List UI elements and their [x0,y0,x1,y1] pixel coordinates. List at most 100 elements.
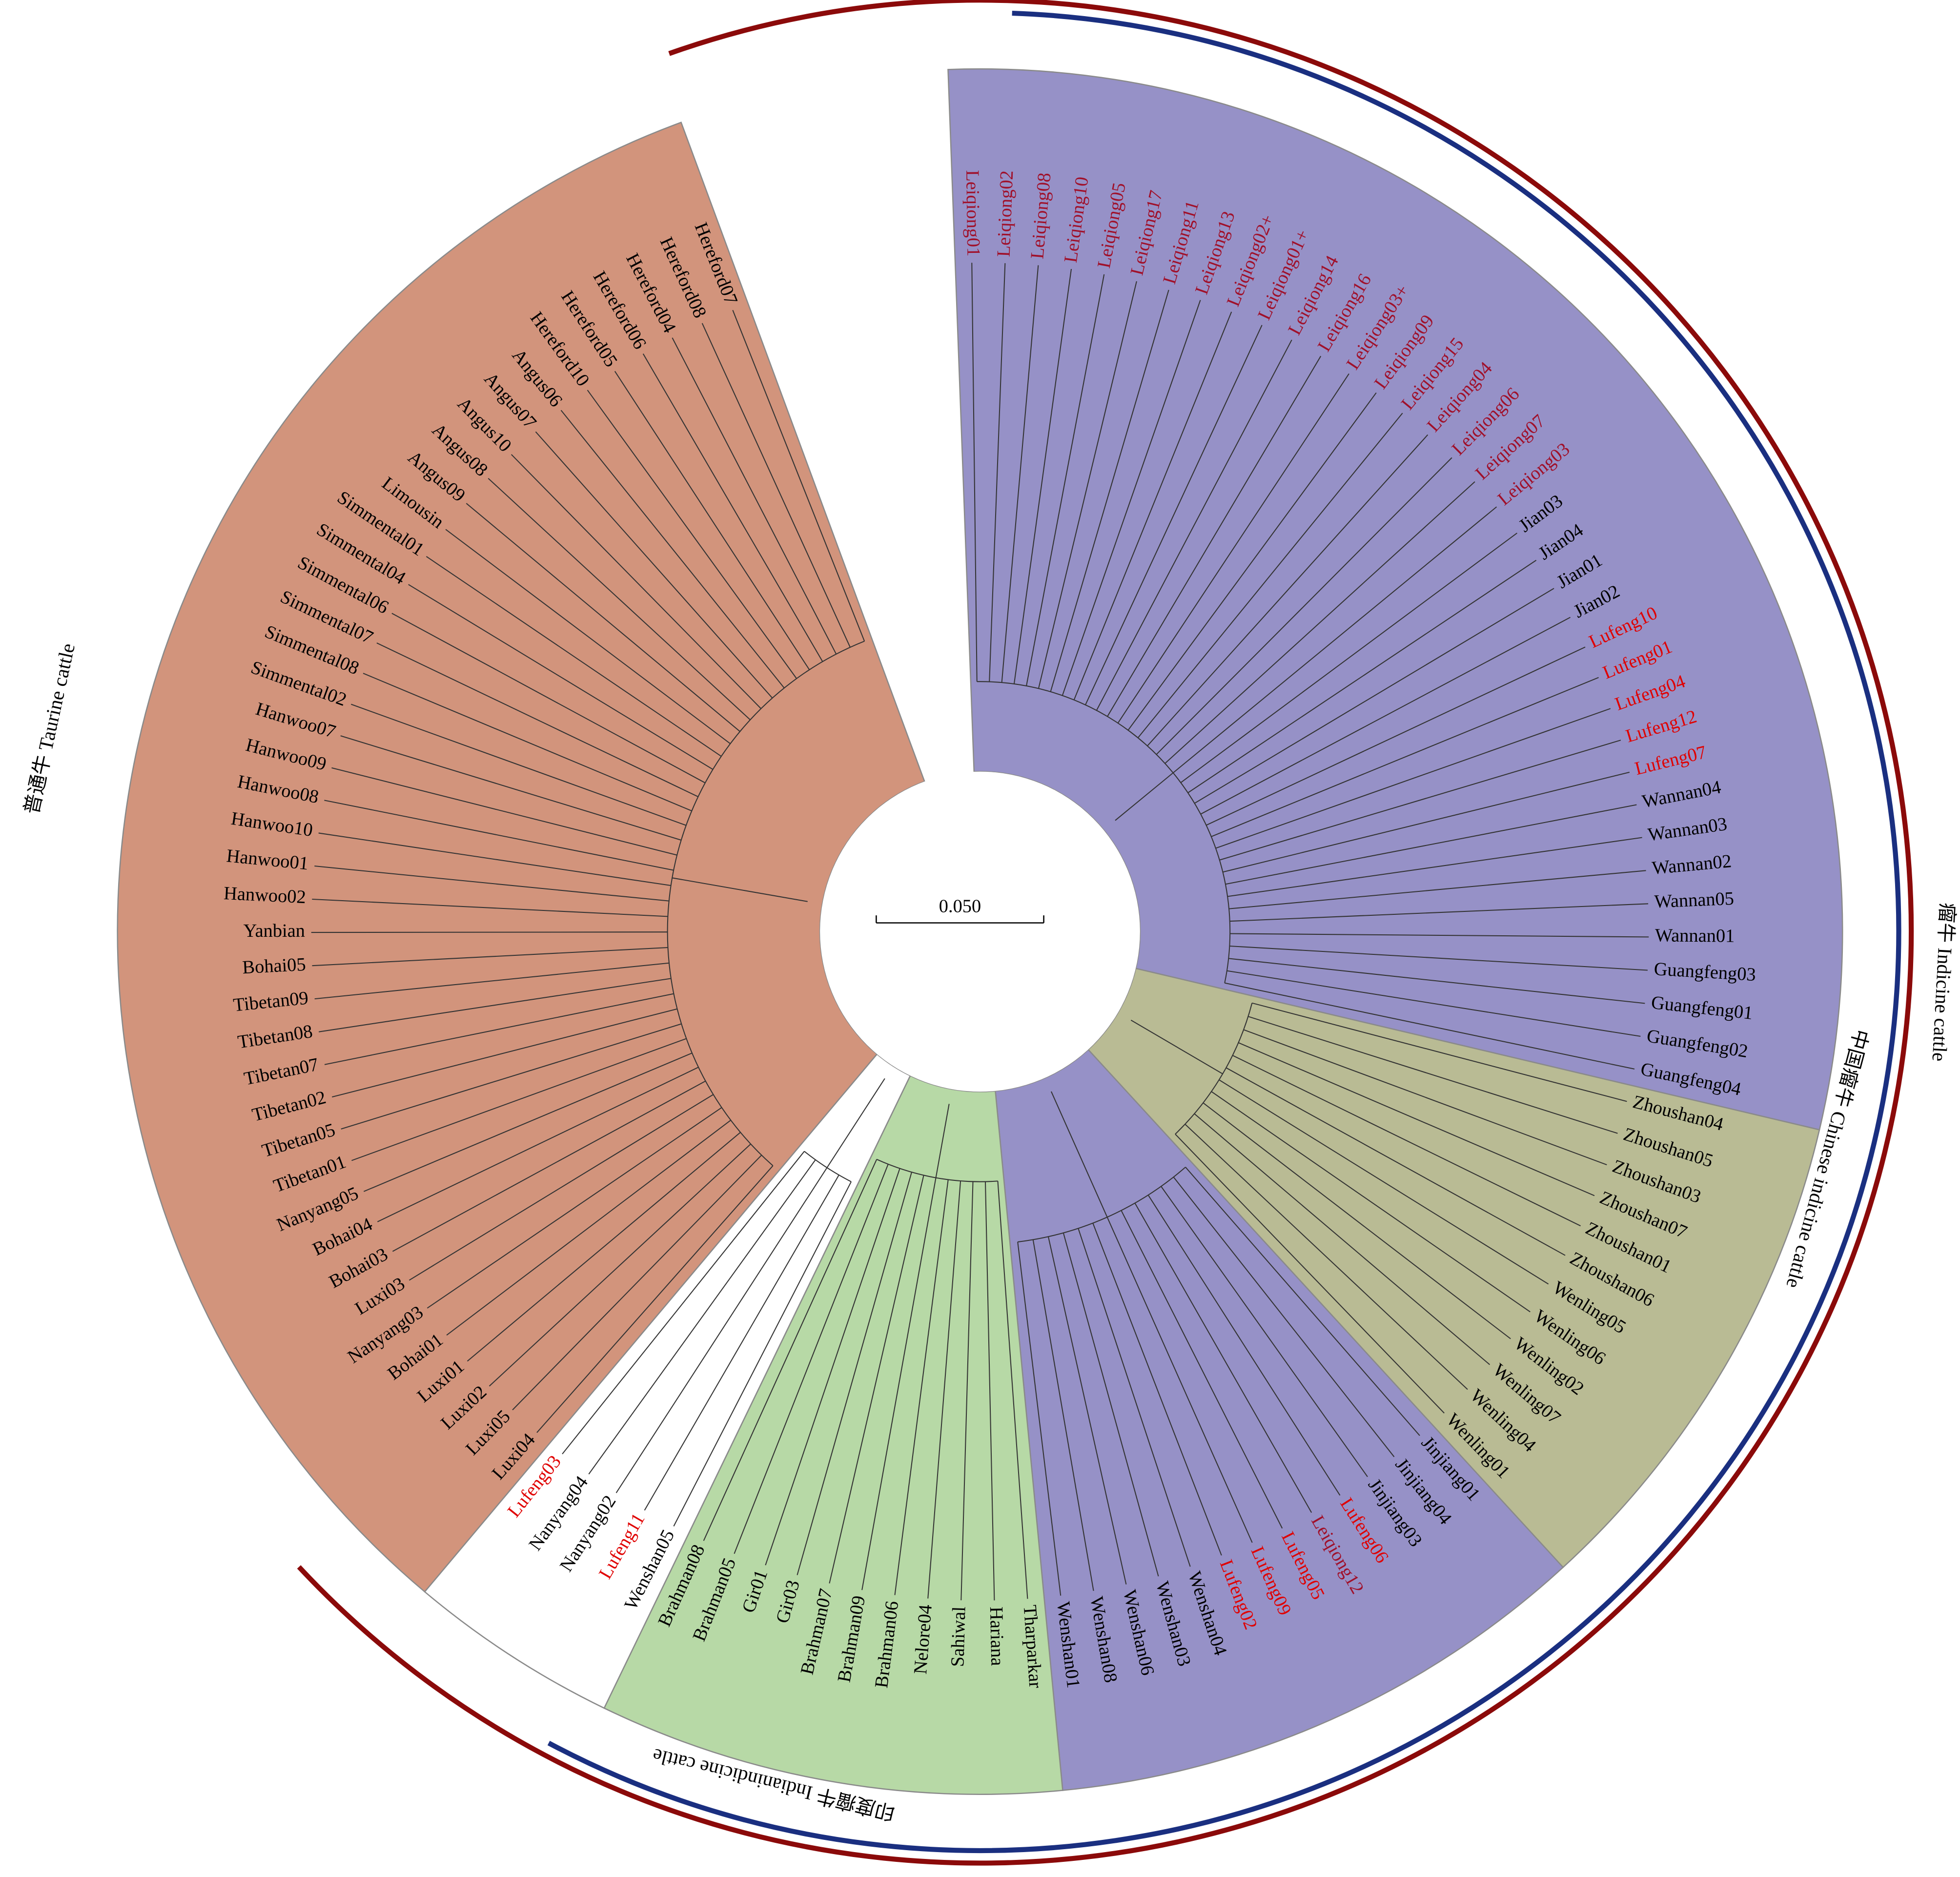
branch [1252,1002,1627,1102]
leaf-label: Hariana [986,1607,1008,1666]
branch [1194,588,1554,804]
branch [446,1119,731,1336]
branch [667,640,865,1166]
branch [1137,413,1403,738]
branch [1062,300,1201,696]
branch [1203,1102,1511,1340]
branch [734,1164,889,1554]
branch [1032,1239,1094,1591]
branch [997,1181,1028,1599]
branch [1225,804,1637,885]
branch [1017,1241,1062,1596]
branch [488,478,751,721]
branch [615,1167,828,1493]
branch [935,1104,950,1178]
branch [363,673,692,812]
center-hole [820,771,1140,1092]
branch [340,735,682,841]
branch [984,1181,995,1601]
branch [971,263,978,682]
branches [311,263,1649,1601]
branch [1229,870,1646,909]
branch [314,866,669,902]
branch [1038,281,1137,689]
branch [642,353,823,662]
branch [312,898,668,917]
branch [765,1168,900,1566]
branch [1117,373,1349,723]
branch [829,1175,924,1584]
branch [732,309,865,641]
branch [1219,1079,1549,1285]
branch [332,1008,677,1098]
branch [1092,1223,1222,1556]
branch [1051,1091,1108,1217]
branch [1180,533,1518,784]
branch [1161,1186,1368,1477]
branch [1184,1124,1468,1390]
branch [796,1172,912,1575]
branch [1230,933,1649,938]
branch [1013,268,1072,684]
branch [535,431,773,699]
branch [1050,289,1169,692]
branch [614,371,810,670]
leaf-label: Bohai05 [242,954,306,978]
branch [1147,434,1429,746]
branch [1248,1016,1618,1134]
branch [427,1107,722,1309]
branch [1134,1203,1312,1513]
branch [392,1080,706,1252]
branch [1156,457,1452,755]
branch [1175,1134,1445,1414]
branch [314,962,670,1000]
branch [1026,274,1105,686]
branch [1232,1055,1581,1227]
branch [1238,1042,1595,1196]
branch [1073,311,1232,701]
branch [467,1132,741,1362]
branch [927,1181,961,1599]
branch [324,993,674,1065]
clade-arc [297,0,1914,1866]
branch [1173,506,1497,773]
branch [560,410,785,688]
branch [466,503,740,732]
branch [1211,1091,1531,1313]
branch [826,1078,885,1168]
branch [1147,1195,1341,1496]
branch [1226,970,1641,1037]
branch [1229,945,1648,971]
branch [644,1175,839,1511]
branch [341,1023,682,1130]
leaf-label: Yanbian [244,921,305,941]
branch [1225,982,1635,1070]
leaf-label: Wannan05 [1654,888,1735,912]
branch [324,800,674,871]
branch [408,1094,714,1281]
branch [1085,325,1263,705]
branch [1229,903,1649,922]
branch [1106,1217,1253,1543]
branch [351,1038,687,1161]
branch [1194,1113,1490,1365]
branch [376,642,698,797]
branch [673,1181,852,1526]
branch [1115,772,1174,821]
branch [426,556,722,757]
branch [350,703,687,826]
branch [1001,265,1039,683]
branch [562,1151,805,1455]
branch [1127,392,1377,731]
branch [318,832,671,887]
branch [1187,559,1537,793]
clade-label: 瘤牛 Indicine cattle [1928,902,1959,1062]
branch [703,1159,878,1541]
branch [960,1181,974,1601]
branch [588,1159,816,1475]
leaf-label: Leiqiong02 [994,170,1018,257]
branch [1096,339,1292,711]
branch [672,337,837,655]
